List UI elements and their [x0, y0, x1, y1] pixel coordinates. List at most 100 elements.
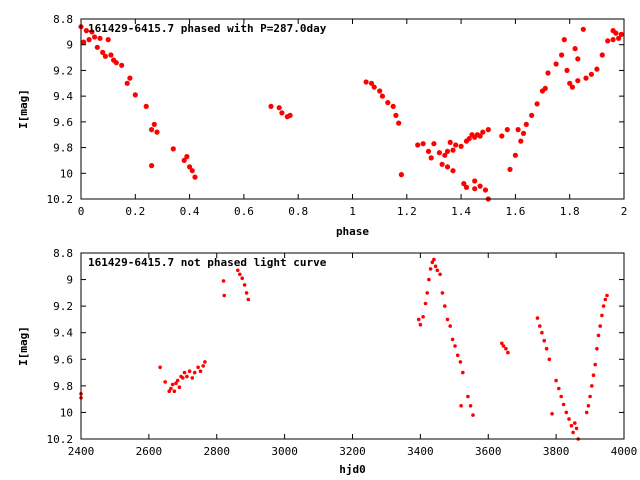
data-point — [192, 370, 197, 375]
data-point — [170, 146, 176, 152]
data-point — [598, 324, 602, 328]
y-tick-label: 9 — [66, 274, 73, 287]
data-point — [506, 350, 510, 355]
data-point — [438, 272, 442, 277]
x-tick-label: 2800 — [204, 445, 231, 458]
x-tick-label: 0.8 — [288, 205, 308, 218]
x-tick-label: 3800 — [543, 445, 570, 458]
data-point — [529, 112, 535, 118]
data-point — [151, 121, 157, 127]
data-point — [393, 112, 399, 118]
data-point — [442, 152, 448, 158]
data-point — [182, 370, 187, 375]
data-point — [83, 28, 89, 34]
data-point — [181, 376, 185, 380]
x-tick-label: 0 — [78, 205, 85, 218]
data-point — [471, 413, 475, 417]
data-point — [453, 344, 457, 348]
data-point — [461, 181, 467, 187]
data-point — [515, 127, 521, 133]
y-tick-label: 9.4 — [53, 327, 73, 340]
y-tick-label: 9.6 — [53, 116, 73, 129]
data-point — [190, 376, 195, 380]
y-tick-label: 10 — [60, 406, 73, 419]
data-point — [242, 283, 247, 287]
data-point — [240, 276, 244, 281]
data-point — [181, 157, 187, 163]
data-point — [279, 110, 285, 116]
data-point — [583, 75, 589, 81]
data-point — [538, 324, 542, 328]
x-tick-label: 3400 — [407, 445, 434, 458]
data-point — [480, 129, 486, 135]
data-point — [567, 417, 571, 421]
data-point — [100, 49, 106, 56]
data-point — [561, 402, 566, 407]
data-point — [564, 67, 570, 73]
data-point — [557, 386, 561, 391]
data-point — [418, 322, 423, 327]
x-tick-label: 3600 — [475, 445, 502, 458]
data-point — [185, 374, 189, 379]
data-point — [175, 378, 180, 383]
data-point — [149, 163, 155, 169]
data-point — [450, 337, 455, 342]
data-point — [603, 297, 608, 302]
data-point — [396, 120, 402, 126]
data-point — [192, 174, 198, 180]
data-point — [450, 147, 456, 153]
y-tick-label: 10 — [60, 167, 73, 180]
data-point — [92, 34, 98, 40]
data-point — [435, 268, 440, 273]
data-point — [586, 404, 591, 408]
data-points — [79, 257, 609, 441]
x-tick-label: 0.2 — [125, 205, 145, 218]
data-point — [569, 423, 574, 428]
data-point — [170, 382, 175, 387]
data-point — [143, 103, 149, 109]
data-point — [163, 380, 167, 384]
data-point — [287, 112, 293, 118]
data-point — [187, 164, 193, 170]
data-point — [432, 257, 436, 262]
data-point — [574, 426, 579, 431]
data-point — [605, 293, 609, 298]
y-tick-label: 9.8 — [53, 380, 73, 393]
y-tick-label: 9 — [66, 39, 73, 52]
data-point — [430, 260, 435, 265]
y-axis-label: I[mag] — [17, 326, 30, 366]
data-point — [458, 360, 463, 364]
data-point — [453, 142, 459, 148]
data-point — [105, 37, 111, 43]
data-point — [523, 121, 529, 127]
y-tick-label: 9.2 — [53, 300, 73, 313]
data-point — [439, 161, 445, 167]
data-point — [550, 412, 554, 416]
data-point — [398, 172, 404, 178]
data-point — [542, 338, 546, 343]
plot-frame — [80, 18, 625, 200]
data-point — [472, 186, 478, 192]
data-point — [504, 127, 510, 133]
data-point — [167, 389, 171, 394]
data-point — [567, 80, 573, 86]
data-point — [416, 317, 421, 322]
x-tick-label: 2600 — [136, 445, 163, 458]
data-point — [177, 385, 182, 390]
data-point — [433, 264, 438, 269]
data-point — [520, 130, 527, 136]
chart-title: 161429-6415.7 not phased light curve — [88, 256, 327, 269]
data-point — [172, 389, 177, 394]
data-point — [108, 52, 114, 58]
data-point — [425, 291, 430, 295]
x-tick-label: 1.6 — [505, 205, 525, 218]
data-point — [575, 56, 581, 62]
data-point — [534, 101, 540, 107]
data-point — [593, 362, 597, 367]
data-point — [572, 46, 578, 52]
data-point — [569, 84, 576, 90]
data-point — [368, 80, 375, 86]
data-point — [499, 133, 505, 139]
x-tick-label: 1.4 — [451, 205, 471, 218]
data-points — [78, 24, 624, 202]
